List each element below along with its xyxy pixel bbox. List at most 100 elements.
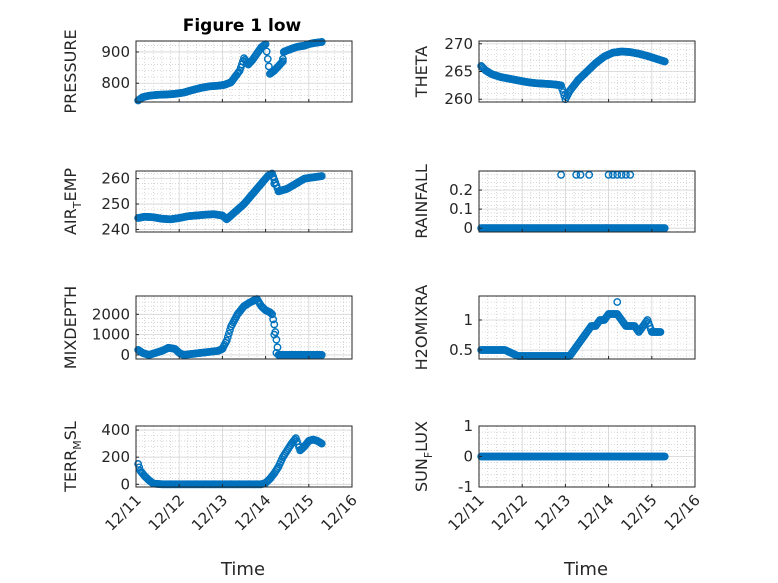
axes-box	[478, 295, 696, 360]
data-point	[609, 170, 617, 179]
y-tick-label: 1000	[92, 326, 130, 344]
data-point	[317, 172, 326, 180]
subplot-grid: 800 900 PRESSURE 260 265 270 THETA 240 250 260 AIR…	[61, 29, 704, 534]
y-axis-label: MIXDEPTH	[61, 286, 80, 369]
data-point	[576, 170, 585, 179]
data-point	[585, 170, 594, 179]
x-tick-label: 12/12	[488, 491, 531, 534]
axes-box	[135, 425, 353, 488]
y-tick-label: 2000	[92, 305, 130, 323]
y-axis-label: PRESSURE	[61, 29, 80, 113]
y-tick-label: 240	[101, 220, 130, 238]
y-tick-label: 800	[101, 74, 130, 92]
x-tick-label: 12/12	[145, 491, 188, 534]
data-point	[617, 170, 626, 179]
y-tick-label: 0.2	[449, 181, 473, 199]
x-tick-label: 12/11	[102, 491, 145, 534]
data-point	[626, 170, 635, 179]
data-point	[656, 328, 665, 336]
y-tick-label: 265	[444, 63, 473, 81]
y-axis-label: RAINFALL	[412, 164, 431, 239]
axes-box	[135, 295, 353, 360]
y-tick-label: 900	[101, 43, 130, 61]
y-tick-label: 0.1	[449, 200, 473, 218]
x-tick-label: 12/13	[531, 491, 574, 534]
data-point	[604, 170, 613, 179]
panel-h2omixra: 0.5 1 H2OMIXRA	[412, 285, 696, 371]
panel-pressure: 800 900 PRESSURE	[61, 29, 353, 114]
x-axis-label-left: Time	[220, 559, 265, 580]
data-point	[602, 224, 611, 233]
data-point	[277, 58, 286, 67]
panel-rainfall: 00.10.2 RAINFALL	[412, 164, 696, 239]
data-point	[224, 329, 233, 338]
panel-mixdepth: 0 1000 2000 MIXDEPTH	[61, 286, 353, 369]
y-axis-label: THETA	[412, 46, 431, 98]
data-point	[263, 55, 272, 63]
data-point	[557, 81, 565, 90]
y-axis-label: SUNFLUX	[412, 421, 435, 492]
y-tick-label: 0	[120, 475, 130, 493]
x-tick-label: 12/15	[617, 491, 660, 534]
axes-box	[478, 170, 696, 233]
y-axis-label: H2OMIXRA	[412, 285, 431, 371]
x-tick-label: 12/14	[231, 491, 274, 534]
y-tick-label: 260	[101, 170, 130, 188]
data-point	[278, 54, 287, 63]
y-axis-label: TERRMSL	[61, 421, 84, 493]
data-point	[269, 315, 278, 324]
y-tick-label: 0	[463, 219, 473, 237]
panel-sun-flux: 12/11 12/12 12/13 12/14 12/15 12/16 -1 0 1 SUNFLU…	[412, 417, 704, 534]
y-tick-label: 260	[444, 90, 473, 108]
data-point	[266, 308, 274, 317]
data-point	[270, 330, 279, 339]
y-tick-label: 1	[463, 417, 473, 435]
y-tick-label: 0.5	[449, 341, 473, 359]
data-point	[557, 170, 565, 179]
data-point	[317, 439, 326, 448]
data-point	[613, 170, 622, 179]
data-point	[222, 336, 231, 345]
data-point	[558, 84, 567, 93]
data-point	[572, 170, 581, 179]
data-point	[660, 452, 669, 461]
data-point	[317, 38, 326, 46]
y-axis-label: AIRTEMP	[61, 168, 84, 235]
y-tick-label: -1	[458, 478, 473, 496]
y-tick-label: 200	[101, 448, 130, 466]
data-point	[621, 170, 630, 179]
data-point	[272, 349, 281, 357]
panel-air-temp: 240 250 260 AIRTEMP	[61, 168, 353, 238]
data-point	[268, 310, 276, 319]
data-point	[270, 320, 279, 329]
figure-title: Figure 1 low	[183, 16, 302, 36]
x-tick-label: 12/14	[574, 491, 617, 534]
x-tick-label: 12/16	[318, 491, 361, 534]
panel-theta: 260 265 270 THETA	[412, 35, 696, 108]
data-point	[317, 351, 326, 359]
data-point	[264, 62, 273, 71]
y-tick-label: 270	[444, 35, 473, 53]
axes-box	[135, 40, 353, 103]
x-tick-label: 12/13	[188, 491, 231, 534]
data-point	[278, 57, 287, 66]
data-point	[660, 57, 669, 66]
data-point	[262, 47, 271, 56]
data-point	[660, 224, 669, 233]
x-tick-label: 12/16	[661, 491, 704, 534]
data-point	[270, 179, 279, 188]
y-tick-label: 400	[101, 421, 130, 439]
y-tick-label: 250	[101, 195, 130, 213]
data-point	[613, 298, 622, 306]
panel-terr-msl: 12/11 12/12 12/13 12/14 12/15 12/16 0 200 400 TER…	[61, 421, 361, 534]
data-point	[134, 460, 143, 468]
y-tick-label: 0	[120, 346, 130, 364]
x-tick-label: 12/11	[445, 491, 488, 534]
y-tick-label: 0	[463, 448, 473, 466]
x-axis-label-right: Time	[563, 559, 608, 580]
x-tick-label: 12/15	[274, 491, 317, 534]
y-tick-label: 1	[463, 311, 473, 329]
data-point	[234, 68, 243, 77]
axes-box	[135, 170, 353, 233]
